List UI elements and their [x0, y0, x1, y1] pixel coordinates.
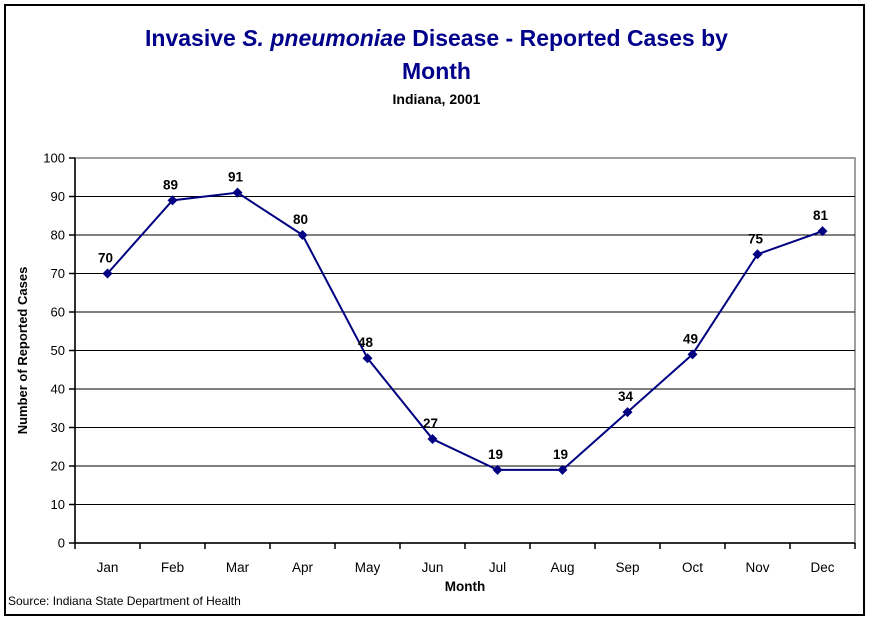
data-point-marker: [427, 434, 438, 445]
y-tick-label: 40: [51, 382, 65, 397]
data-point-marker: [817, 226, 828, 237]
x-tick-label: Jan: [97, 560, 119, 575]
data-point-label: 34: [618, 389, 634, 404]
data-point-label: 27: [423, 416, 438, 431]
series-line: [106, 191, 823, 471]
y-tick-label: 80: [51, 228, 65, 243]
data-point-label: 19: [488, 447, 503, 462]
y-tick-label: 0: [58, 536, 65, 551]
data-point-label: 75: [748, 231, 764, 246]
x-tick-label: Nov: [745, 560, 769, 575]
title-text-suffix: Disease - Reported Cases by: [405, 25, 728, 51]
chart-subtitle: Indiana, 2001: [392, 91, 481, 107]
data-point-label: 91: [228, 170, 244, 185]
data-point-label: 49: [683, 331, 698, 346]
data-point-marker: [557, 464, 568, 475]
data-point-marker: [622, 407, 633, 418]
data-point-label: 19: [553, 447, 568, 462]
data-point-label: 81: [813, 208, 829, 223]
data-point-marker: [687, 349, 698, 360]
data-point-marker: [232, 187, 243, 198]
y-axis-title: Number of Reported Cases: [15, 267, 30, 435]
x-tick-label: Sep: [615, 560, 639, 575]
y-tick-label: 30: [51, 420, 65, 435]
title-text-italic: S. pneumoniae: [242, 25, 406, 51]
x-tick-label: Mar: [226, 560, 250, 575]
data-point-label: 70: [98, 251, 113, 266]
y-tick-label: 50: [51, 343, 65, 358]
y-tick-label: 90: [51, 189, 65, 204]
y-tick-label: 70: [51, 266, 65, 281]
title-text-prefix: Invasive: [145, 25, 243, 51]
y-tick-label: 100: [43, 151, 65, 166]
x-axis-title: Month: [445, 579, 485, 594]
data-point-marker: [362, 353, 373, 364]
x-tick-label: Aug: [550, 560, 574, 575]
data-point-marker: [102, 268, 113, 279]
x-tick-label: Jun: [422, 560, 444, 575]
data-point-marker: [167, 195, 178, 206]
x-tick-label: Apr: [292, 560, 314, 575]
chart-header: Invasive S. pneumoniae Disease - Reporte…: [0, 22, 873, 107]
data-point-marker: [752, 249, 763, 260]
x-tick-label: Feb: [161, 560, 184, 575]
source-note: Source: Indiana State Department of Heal…: [8, 594, 241, 608]
data-point-marker: [297, 230, 308, 240]
x-tick-label: May: [355, 560, 381, 575]
chart-title-line2: Month: [402, 58, 471, 84]
data-point-label: 80: [293, 212, 308, 227]
x-tick-label: Oct: [682, 560, 703, 575]
data-point-label: 48: [358, 335, 374, 350]
chart-title-line1: Invasive S. pneumoniae Disease - Reporte…: [0, 22, 873, 55]
x-tick-label: Dec: [810, 560, 834, 575]
data-point-marker: [492, 464, 503, 475]
data-point-label: 89: [163, 177, 178, 192]
x-tick-label: Jul: [489, 560, 506, 575]
y-tick-label: 20: [51, 459, 65, 474]
y-tick-label: 10: [51, 497, 65, 512]
y-tick-label: 60: [51, 305, 65, 320]
